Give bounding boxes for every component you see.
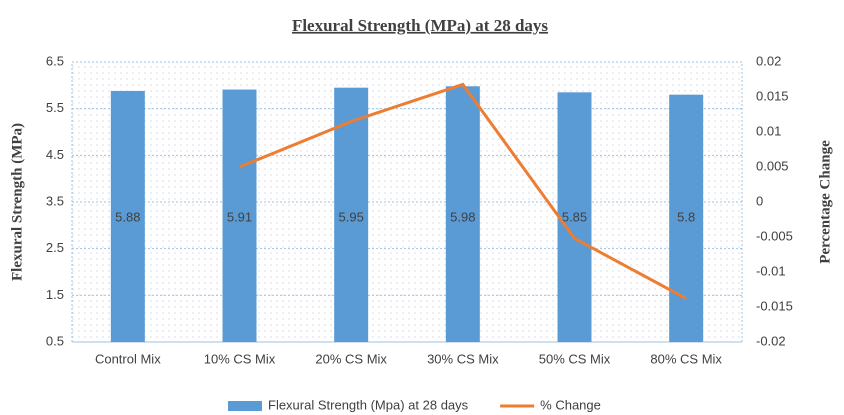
y2-tick-label: 0 [756,193,763,208]
data-label: 5.91 [227,209,252,224]
legend-label: Flexural Strength (Mpa) at 28 days [268,397,469,412]
y-tick-label: 0.5 [46,333,64,348]
bar [334,87,369,343]
x-tick-label: 20% CS Mix [315,351,387,366]
y2-tick-label: -0.02 [756,333,786,348]
line-series [238,82,687,300]
y-tick-label: 3.5 [46,193,64,208]
y-axis-label: Flexural Strength (MPa) [9,123,25,281]
bar [557,92,592,342]
y2-tick-label: -0.01 [756,263,786,278]
legend-swatch [228,401,262,411]
y2-tick-label: 0.02 [756,53,781,68]
data-label: 5.88 [115,209,140,224]
legend-label: % Change [540,397,601,412]
y-tick-label: 4.5 [46,147,64,162]
y2-tick-label: 0.01 [756,123,781,138]
y-tick-label: 5.5 [46,100,64,115]
x-tick-label: Control Mix [95,351,161,366]
bar [222,89,257,343]
bar [110,90,145,342]
y-tick-label: 2.5 [46,240,64,255]
y2-tick-label: -0.005 [756,228,793,243]
y2-tick-label: 0.005 [756,158,789,173]
x-tick-label: 10% CS Mix [204,351,276,366]
data-label: 5.95 [339,209,364,224]
y2-tick-label: -0.015 [756,298,793,313]
y2-tick-label: 0.015 [756,88,789,103]
bar [669,94,704,343]
x-tick-label: 80% CS Mix [650,351,722,366]
y-tick-label: 6.5 [46,53,64,68]
y2-axis-label: Percentage Change [817,140,833,264]
y-tick-label: 1.5 [46,287,64,302]
data-label: 5.98 [450,209,475,224]
bar [445,86,480,343]
x-tick-label: 50% CS Mix [539,351,611,366]
x-tick-label: 30% CS Mix [427,351,499,366]
chart-title: Flexural Strength (MPa) at 28 days [292,16,548,35]
data-label: 5.8 [677,209,695,224]
plot-area [71,61,743,343]
data-label: 5.85 [562,209,587,224]
